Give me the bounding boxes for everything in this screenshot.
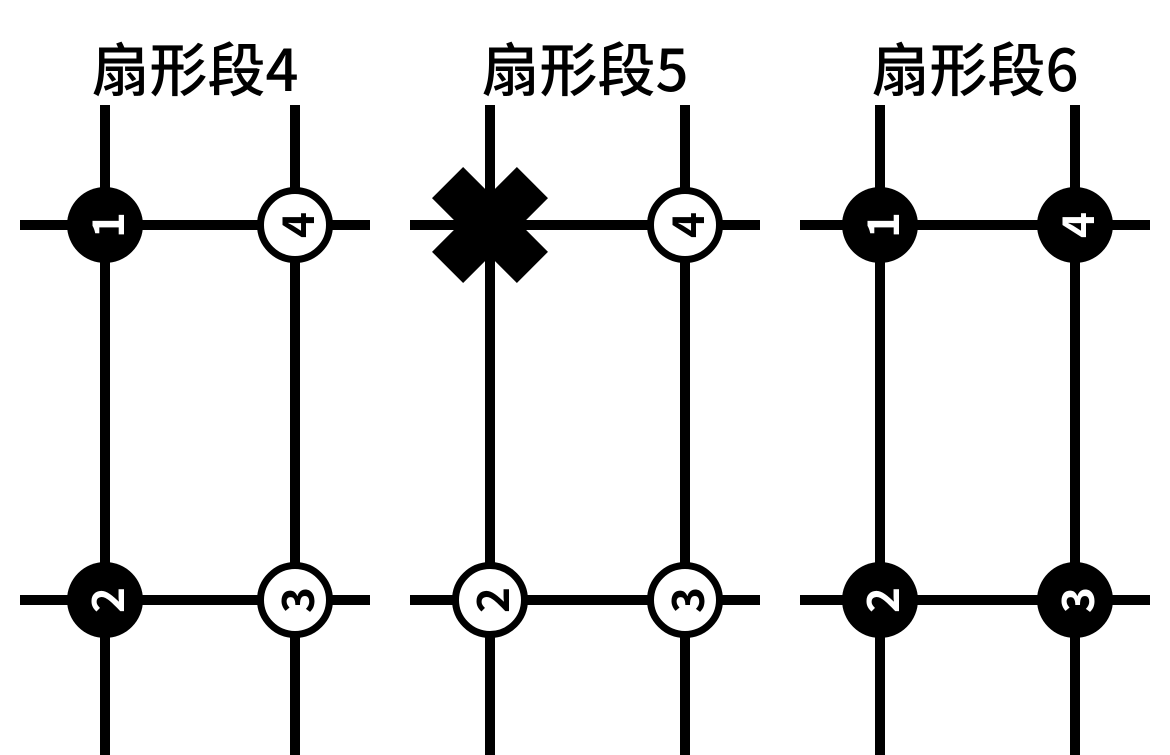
node-label: 2 [468,587,512,613]
node-label: 1 [858,212,902,238]
node-label: 3 [1053,587,1097,613]
segment-title: 扇形段6 [871,24,1078,108]
node-label: 4 [273,212,317,238]
node-3: 3 [1037,562,1113,638]
segment-title: 扇形段5 [481,24,688,108]
diagram-canvas: 扇形段4 扇形段5 扇形段6 1 4 2 3 4 2 3 1 4 2 3 [0,0,1170,755]
node-label: 2 [83,587,127,613]
node-label: 3 [273,587,317,613]
node-4: 4 [257,187,333,263]
node-3: 3 [647,562,723,638]
segment-title: 扇形段4 [91,24,298,108]
node-4: 4 [647,187,723,263]
node-label: 3 [663,587,707,613]
node-label: 4 [1053,212,1097,238]
node-1: 1 [842,187,918,263]
node-2: 2 [842,562,918,638]
cross-marker [430,165,550,285]
node-3: 3 [257,562,333,638]
node-label: 4 [663,212,707,238]
node-label: 1 [83,212,127,238]
node-2: 2 [67,562,143,638]
node-4: 4 [1037,187,1113,263]
node-label: 2 [858,587,902,613]
node-2: 2 [452,562,528,638]
node-1: 1 [67,187,143,263]
